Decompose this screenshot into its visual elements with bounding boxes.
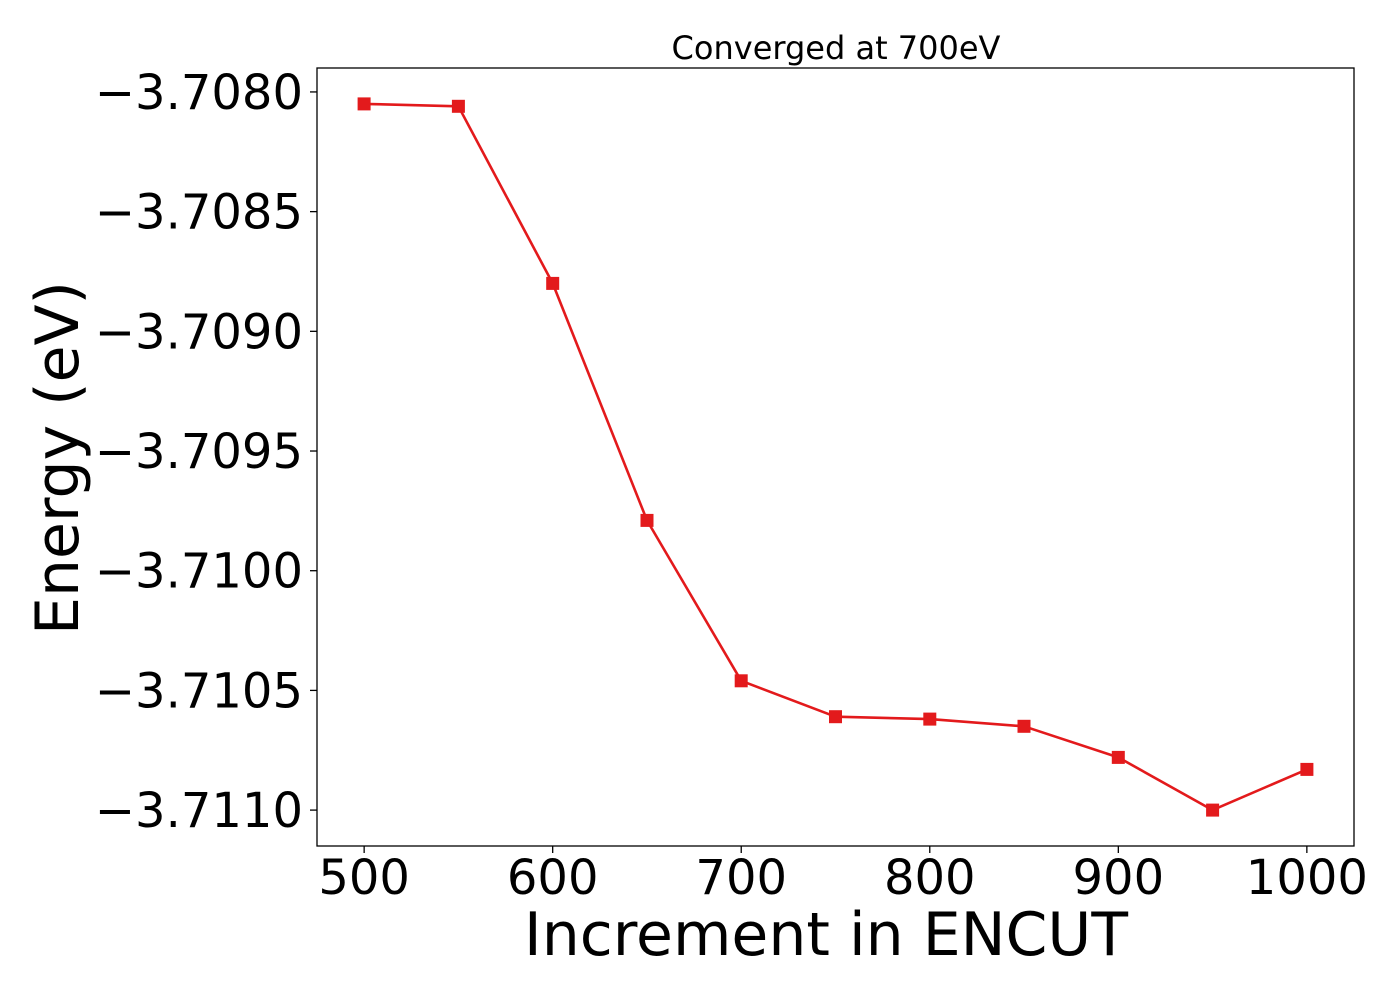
y-tick-label: −3.7105: [95, 663, 303, 719]
x-tick-label: 800: [884, 850, 976, 906]
y-tick-label: −3.7100: [95, 544, 303, 600]
data-point-marker: [1206, 803, 1220, 817]
data-point-marker: [923, 712, 937, 726]
data-point-marker: [546, 276, 560, 290]
y-tick-label: −3.7110: [95, 783, 303, 839]
x-axis-label: Increment in ENCUT: [524, 900, 1128, 970]
data-point-marker: [640, 513, 654, 527]
y-tick-label: −3.7095: [95, 424, 303, 480]
data-point-marker: [1300, 762, 1314, 776]
y-tick-label: −3.7085: [95, 185, 303, 241]
axes-frame: [316, 67, 1355, 847]
data-point-marker: [1111, 750, 1125, 764]
x-tick-label: 900: [1073, 850, 1165, 906]
x-tick-label: 500: [318, 850, 410, 906]
x-tick-label: 700: [695, 850, 787, 906]
data-point-marker: [1017, 719, 1031, 733]
chart-title: Converged at 700eV: [672, 29, 1001, 67]
data-point-marker: [357, 97, 371, 111]
data-point-marker: [829, 710, 842, 724]
plot-area: 500 600 700 800 900 1000 −3.7080 −3.7085 −3.7090…: [95, 65, 1368, 906]
data-point-marker: [734, 674, 748, 688]
x-tick-label: 1000: [1246, 850, 1368, 906]
y-axis-label: Energy (eV): [23, 281, 93, 635]
y-tick-label: −3.7080: [95, 65, 303, 121]
data-point-marker: [451, 99, 465, 113]
y-tick-label: −3.7090: [95, 304, 303, 360]
x-tick-label: 600: [507, 850, 599, 906]
